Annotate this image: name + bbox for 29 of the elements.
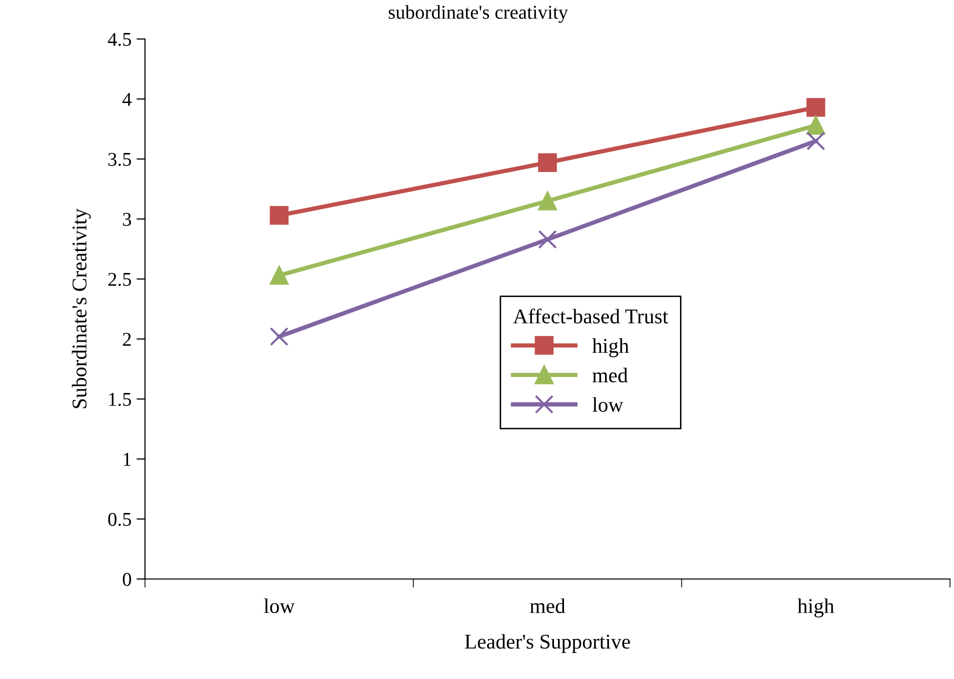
y-tick-label: 0.5 bbox=[108, 512, 132, 526]
x-axis-title: Leader's Supportive bbox=[464, 634, 630, 653]
x-tick-label: med bbox=[530, 598, 566, 614]
y-axis-title: Subordinate's Creativity bbox=[72, 208, 91, 408]
y-tick-label: 2.5 bbox=[108, 272, 132, 286]
point bbox=[538, 230, 557, 249]
point bbox=[806, 116, 826, 135]
point bbox=[270, 266, 289, 285]
y-tick-label: 0 bbox=[122, 572, 132, 586]
legend-label: low bbox=[592, 397, 624, 412]
legend-title: Affect-based Trust bbox=[513, 308, 668, 324]
point bbox=[538, 153, 557, 172]
x-tick-label: low bbox=[264, 598, 295, 614]
y-tick-label: 1.5 bbox=[109, 392, 132, 406]
x-tick-label: high bbox=[798, 598, 834, 618]
point bbox=[538, 192, 557, 210]
point bbox=[270, 327, 289, 346]
point bbox=[806, 98, 826, 117]
point bbox=[270, 206, 289, 225]
point bbox=[806, 132, 826, 150]
chart-title: subordinate's creativity bbox=[388, 5, 568, 23]
legend-label: med bbox=[592, 368, 628, 382]
y-tick-label: 4.5 bbox=[108, 32, 132, 46]
y-tick-label: 3 bbox=[123, 212, 132, 226]
y-tick-label: 2 bbox=[122, 332, 131, 346]
y-tick-label: 1 bbox=[124, 452, 131, 466]
y-tick-label: 4 bbox=[122, 92, 132, 106]
y-tick-label: 3.5 bbox=[108, 152, 132, 166]
legend-label: high bbox=[592, 338, 629, 358]
